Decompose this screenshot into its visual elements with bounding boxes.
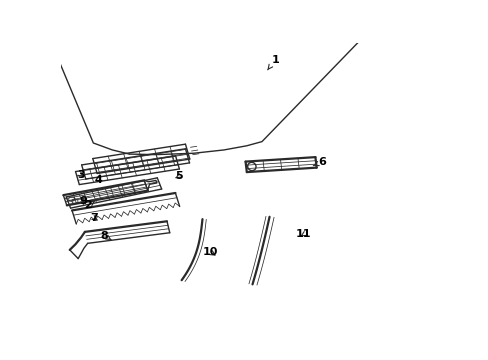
Text: 2: 2 bbox=[84, 201, 95, 210]
Text: 11: 11 bbox=[295, 229, 311, 239]
Text: 10: 10 bbox=[203, 247, 218, 257]
Text: 8: 8 bbox=[101, 231, 111, 241]
Text: 5: 5 bbox=[174, 171, 182, 181]
Text: 7: 7 bbox=[90, 213, 98, 224]
Text: 1: 1 bbox=[267, 55, 279, 70]
Text: 4: 4 bbox=[94, 175, 102, 185]
Text: 9: 9 bbox=[79, 196, 87, 206]
Text: 6: 6 bbox=[313, 157, 326, 167]
Text: 3: 3 bbox=[77, 170, 84, 180]
